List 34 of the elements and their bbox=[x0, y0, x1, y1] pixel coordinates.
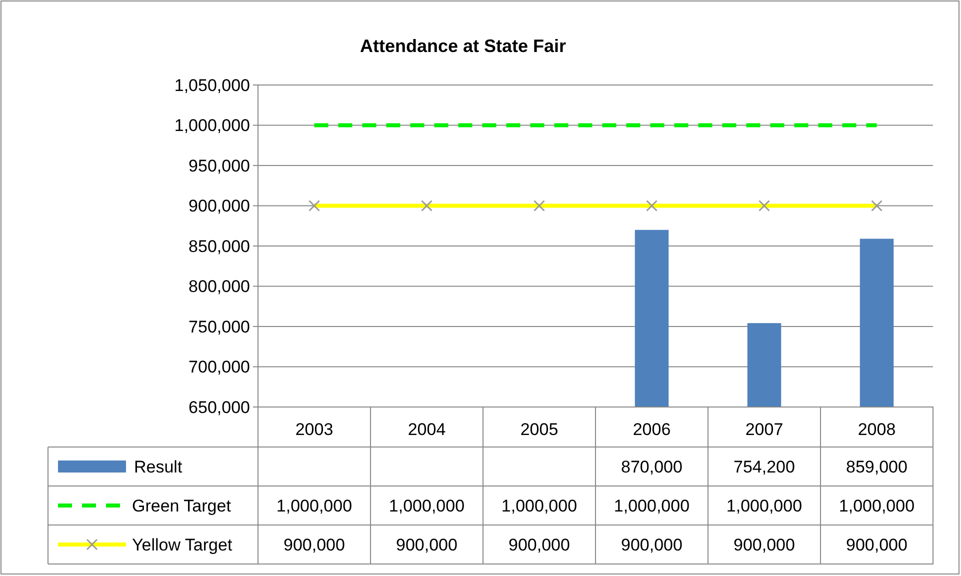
data-label: 1,000,000 bbox=[276, 496, 352, 516]
y-tick-label: 750,000 bbox=[188, 317, 250, 336]
y-tick-label: 800,000 bbox=[188, 277, 250, 296]
legend-label: Green Target bbox=[132, 496, 232, 516]
x-tick-label: 2008 bbox=[858, 420, 896, 439]
data-label: 900,000 bbox=[508, 535, 570, 554]
data-label: 1,000,000 bbox=[388, 496, 465, 516]
data-label: 900,000 bbox=[621, 535, 682, 554]
data-label: 900,000 bbox=[846, 535, 908, 554]
y-tick-label: 950,000 bbox=[188, 156, 250, 176]
y-tick-label: 1,000,000 bbox=[174, 116, 250, 136]
y-tick-label: 850,000 bbox=[188, 236, 250, 256]
data-label: 754,200 bbox=[734, 457, 795, 476]
data-label: 1,000,000 bbox=[614, 496, 690, 516]
data-label: 1,000,000 bbox=[501, 496, 578, 516]
data-label: 1,000,000 bbox=[726, 496, 802, 516]
data-label: 900,000 bbox=[396, 535, 458, 554]
data-label: 1,000,000 bbox=[838, 496, 915, 516]
legend-label: Result bbox=[134, 457, 182, 476]
x-tick-label: 2005 bbox=[520, 420, 558, 439]
data-label: 900,000 bbox=[734, 535, 795, 554]
data-label: 870,000 bbox=[621, 457, 682, 476]
y-tick-label: 1,050,000 bbox=[174, 76, 250, 95]
legend-label: Yellow Target bbox=[132, 535, 232, 554]
x-tick-label: 2007 bbox=[745, 420, 784, 439]
data-label: 859,000 bbox=[846, 457, 908, 476]
y-tick-label: 650,000 bbox=[188, 398, 250, 417]
x-tick-label: 2006 bbox=[632, 420, 671, 439]
x-tick-label: 2004 bbox=[408, 420, 446, 439]
y-tick-label: 700,000 bbox=[188, 358, 250, 377]
data-label: 900,000 bbox=[284, 535, 345, 554]
x-tick-label: 2003 bbox=[295, 420, 334, 439]
chart-title: Attendance at State Fair bbox=[360, 36, 566, 56]
y-tick-label: 900,000 bbox=[188, 196, 250, 216]
